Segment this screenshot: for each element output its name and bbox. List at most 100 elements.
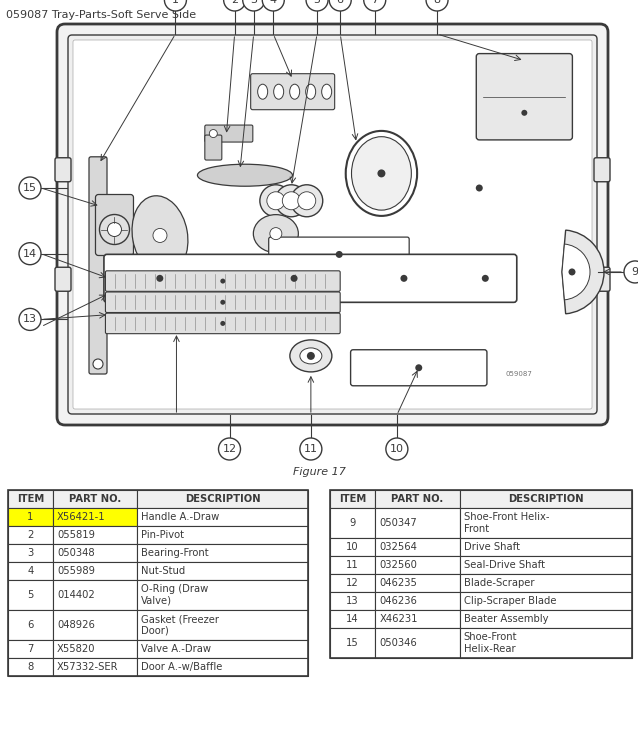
Circle shape: [220, 321, 225, 326]
Circle shape: [19, 309, 41, 330]
Bar: [8, 526, 53, 544]
Circle shape: [415, 364, 422, 371]
Circle shape: [307, 352, 315, 360]
Circle shape: [93, 359, 103, 369]
Circle shape: [218, 438, 241, 460]
Bar: [460, 508, 632, 538]
Circle shape: [624, 261, 638, 283]
Ellipse shape: [322, 84, 332, 99]
Text: 048926: 048926: [57, 620, 95, 630]
FancyBboxPatch shape: [96, 194, 133, 255]
Bar: [53, 580, 137, 610]
Text: 10: 10: [390, 444, 404, 454]
Text: 13: 13: [23, 315, 37, 324]
Bar: [460, 538, 632, 556]
Circle shape: [568, 269, 575, 275]
Text: 050348: 050348: [57, 548, 94, 558]
FancyBboxPatch shape: [594, 267, 610, 292]
Bar: [460, 556, 632, 574]
Circle shape: [521, 110, 528, 116]
Circle shape: [482, 275, 489, 282]
Text: 6: 6: [337, 0, 344, 5]
Circle shape: [224, 0, 246, 11]
Text: 10: 10: [346, 542, 359, 552]
Text: 5: 5: [313, 0, 320, 5]
FancyBboxPatch shape: [351, 349, 487, 386]
Text: Handle A.-Draw: Handle A.-Draw: [141, 512, 219, 522]
Bar: [330, 490, 632, 658]
Circle shape: [291, 185, 323, 217]
Text: 11: 11: [304, 444, 318, 454]
Circle shape: [107, 223, 121, 237]
Bar: [375, 592, 460, 610]
Ellipse shape: [258, 84, 268, 99]
Circle shape: [270, 228, 282, 240]
Text: 055819: 055819: [57, 530, 95, 540]
Text: 6: 6: [27, 620, 34, 630]
Text: ITEM: ITEM: [17, 494, 44, 504]
Ellipse shape: [346, 131, 417, 216]
Text: 15: 15: [23, 183, 37, 193]
Bar: [460, 490, 632, 508]
FancyBboxPatch shape: [205, 125, 253, 142]
Ellipse shape: [352, 137, 412, 210]
Bar: [137, 640, 308, 658]
Text: 14: 14: [346, 614, 359, 624]
FancyBboxPatch shape: [205, 135, 222, 160]
FancyBboxPatch shape: [594, 158, 610, 182]
Bar: [375, 538, 460, 556]
Bar: [53, 562, 137, 580]
FancyBboxPatch shape: [477, 53, 572, 140]
Bar: [330, 574, 375, 592]
Text: 8: 8: [27, 662, 34, 672]
Wedge shape: [562, 230, 604, 314]
Text: 8: 8: [433, 0, 441, 5]
Text: 12: 12: [223, 444, 237, 454]
Bar: [53, 526, 137, 544]
FancyBboxPatch shape: [251, 73, 335, 110]
Text: 2: 2: [231, 0, 238, 5]
Bar: [460, 628, 632, 658]
Bar: [460, 610, 632, 628]
Circle shape: [209, 130, 218, 137]
Bar: [53, 640, 137, 658]
Bar: [53, 610, 137, 640]
Text: 12: 12: [346, 578, 359, 588]
Bar: [8, 640, 53, 658]
Circle shape: [156, 275, 163, 282]
Text: 059087: 059087: [505, 371, 532, 377]
Text: Door A.-w/Baffle: Door A.-w/Baffle: [141, 662, 223, 672]
Ellipse shape: [290, 340, 332, 372]
Text: 9: 9: [632, 267, 638, 277]
Bar: [8, 508, 53, 526]
Circle shape: [19, 177, 41, 199]
FancyBboxPatch shape: [269, 237, 409, 272]
Text: O-Ring (Draw
Valve): O-Ring (Draw Valve): [141, 584, 208, 605]
Bar: [137, 580, 308, 610]
FancyBboxPatch shape: [105, 271, 340, 292]
Circle shape: [165, 0, 186, 11]
Bar: [330, 610, 375, 628]
Circle shape: [290, 275, 297, 282]
Bar: [137, 526, 308, 544]
Circle shape: [336, 251, 343, 258]
Ellipse shape: [290, 84, 300, 99]
Text: Gasket (Freezer
Door): Gasket (Freezer Door): [141, 614, 219, 636]
Circle shape: [300, 438, 322, 460]
Bar: [330, 538, 375, 556]
Bar: [375, 508, 460, 538]
Circle shape: [153, 229, 167, 243]
FancyBboxPatch shape: [89, 157, 107, 374]
Text: Nut-Stud: Nut-Stud: [141, 566, 185, 576]
Bar: [137, 610, 308, 640]
Ellipse shape: [300, 348, 322, 364]
Text: 5: 5: [27, 590, 34, 600]
Ellipse shape: [306, 84, 316, 99]
Circle shape: [329, 0, 352, 11]
Bar: [8, 610, 53, 640]
Text: Figure 17: Figure 17: [293, 467, 345, 477]
Bar: [137, 490, 308, 508]
Circle shape: [260, 185, 292, 217]
Circle shape: [476, 185, 483, 191]
FancyBboxPatch shape: [55, 158, 71, 182]
